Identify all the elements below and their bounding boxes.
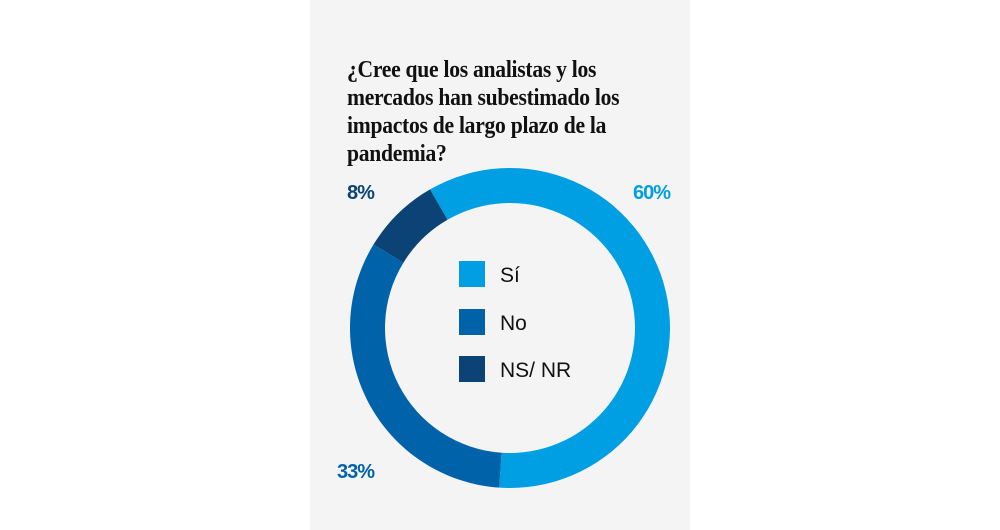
title-line: mercados han subestimado los [347,85,620,111]
title-line: impactos de largo plazo de la [347,113,607,139]
legend: Sí No NS/ NR [459,261,571,382]
legend-swatch-si [459,261,485,287]
chart-title: ¿Cree que los analistas y los mercados h… [347,56,707,168]
legend-swatch-no [459,309,485,335]
donut-slice-nsnr [373,189,448,263]
donut-slice-si [430,168,670,488]
title-line: pandemia? [347,141,447,167]
legend-swatch-nsnr [459,356,485,382]
legend-label-no: No [500,312,527,335]
title-line: ¿Cree que los analistas y los [347,57,597,83]
legend-label-nsnr: NS/ NR [500,359,571,382]
data-label-si: 60% [633,182,671,204]
donut-slice-no [350,244,502,488]
data-label-nsnr: 8% [347,182,375,204]
legend-label-si: Sí [500,264,520,287]
data-label-no: 33% [337,461,375,483]
